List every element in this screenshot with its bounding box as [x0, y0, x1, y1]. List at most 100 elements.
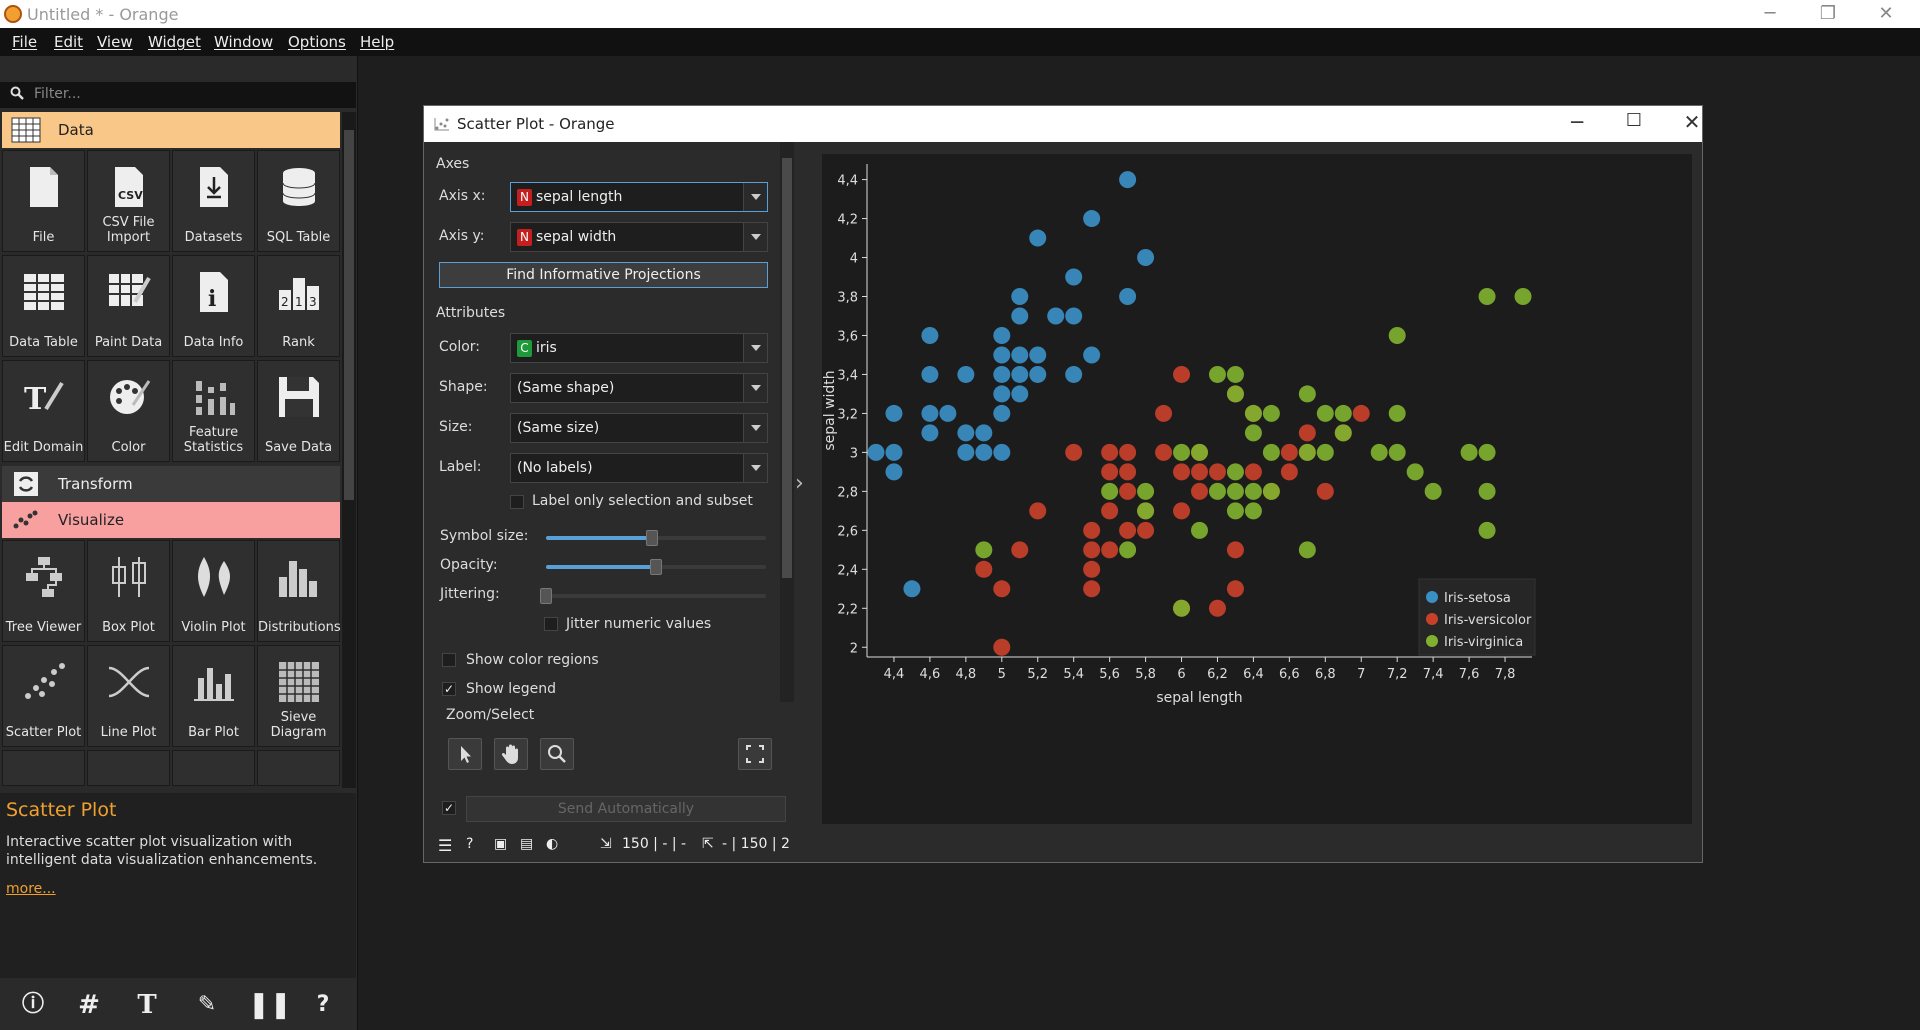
- jittering-slider[interactable]: [540, 588, 766, 604]
- find-informative-projections-button[interactable]: Find Informative Projections: [439, 262, 768, 288]
- opacity-slider[interactable]: [546, 559, 766, 575]
- help-more-link[interactable]: more...: [6, 881, 56, 897]
- pause-icon[interactable]: ❚❚: [248, 990, 292, 1020]
- send-automatically-checkbox[interactable]: ✓: [442, 801, 456, 815]
- data-point: [1011, 307, 1029, 325]
- widget-sql-table[interactable]: SQL Table: [257, 150, 340, 252]
- plot-area[interactable]: 4,4 4,6 4,8 5 5,2 5,4 5,6 5,8 6 6,2 6,4 6,6 6,8 7 7,2 7…: [822, 154, 1692, 824]
- menu-file[interactable]: File: [12, 33, 38, 51]
- close-button[interactable]: ✕: [1878, 3, 1894, 24]
- category-data[interactable]: Data: [2, 112, 340, 148]
- visual-settings-icon[interactable]: ◐: [546, 836, 559, 852]
- control-scrollbar[interactable]: [780, 142, 794, 702]
- attributes-section-label: Attributes: [436, 305, 506, 321]
- widget-partial[interactable]: [2, 750, 85, 786]
- send-automatically-button[interactable]: Send Automatically: [466, 796, 786, 822]
- slider-handle[interactable]: [650, 559, 662, 575]
- minimize-button[interactable]: ─: [1764, 3, 1776, 24]
- scatter-close-button[interactable]: ✕: [1683, 110, 1701, 134]
- pan-tool-button[interactable]: [494, 738, 528, 770]
- data-point: [1244, 482, 1262, 500]
- widget-datasets[interactable]: Datasets: [172, 150, 255, 252]
- menu-view[interactable]: View: [97, 33, 133, 51]
- menu-edit[interactable]: Edit: [54, 33, 84, 51]
- widget-feature-statistics[interactable]: Feature Statistics: [172, 360, 255, 462]
- scrollbar-thumb[interactable]: [782, 158, 792, 578]
- menu-options[interactable]: Options: [288, 33, 346, 51]
- svg-text:i: i: [208, 286, 216, 312]
- scatter-plot[interactable]: 4,4 4,6 4,8 5 5,2 5,4 5,6 5,8 6 6,2 6,4 6,6 6,8 7 7,2 7…: [822, 154, 1692, 824]
- select-tool-button[interactable]: [448, 738, 482, 770]
- menu-help[interactable]: Help: [360, 33, 395, 51]
- zoom-tool-button[interactable]: [540, 738, 574, 770]
- widget-scatter-plot[interactable]: Scatter Plot: [2, 645, 85, 747]
- bar-plot-icon: [193, 668, 234, 701]
- widget-partial[interactable]: [87, 750, 170, 786]
- shape-select[interactable]: (Same shape): [510, 373, 768, 403]
- data-point: [1119, 443, 1137, 461]
- distributions-icon: [278, 561, 317, 597]
- reset-zoom-button[interactable]: [738, 738, 772, 770]
- widget-paint-data[interactable]: Paint Data: [87, 255, 170, 357]
- help-icon[interactable]: ?: [316, 992, 330, 1017]
- data-point: [1137, 502, 1155, 520]
- filter-input[interactable]: Filter...: [0, 82, 356, 108]
- widget-edit-domain[interactable]: T Edit Domain: [2, 360, 85, 462]
- widget-data-table[interactable]: Data Table: [2, 255, 85, 357]
- arrow-annotation-icon[interactable]: ✎: [197, 992, 217, 1017]
- widget-rank[interactable]: 2 1 3 Rank: [257, 255, 340, 357]
- show-color-regions-checkbox[interactable]: [442, 653, 456, 667]
- widget-box-plot[interactable]: Box Plot: [87, 540, 170, 642]
- label-select[interactable]: (No labels): [510, 453, 768, 483]
- size-select[interactable]: (Same size): [510, 413, 768, 443]
- data-point: [1280, 443, 1298, 461]
- widget-color[interactable]: Color: [87, 360, 170, 462]
- widget-partial[interactable]: [257, 750, 340, 786]
- widget-partial[interactable]: [172, 750, 255, 786]
- scrollbar-thumb[interactable]: [344, 130, 354, 500]
- data-point: [1298, 443, 1316, 461]
- widget-violin-plot[interactable]: Violin Plot: [172, 540, 255, 642]
- slider-handle[interactable]: [645, 530, 658, 546]
- widget-csv-file-import[interactable]: CSV CSV File Import: [87, 150, 170, 252]
- x-tick-label: 7,2: [1387, 667, 1408, 682]
- x-tick-label: 5,8: [1135, 667, 1156, 682]
- scatter-maximize-button[interactable]: ☐: [1625, 110, 1643, 131]
- report-icon[interactable]: ▤: [520, 836, 534, 852]
- data-point: [1208, 482, 1226, 500]
- scatter-plot-icon: [24, 663, 65, 699]
- widget-line-plot[interactable]: Line Plot: [87, 645, 170, 747]
- slider-handle[interactable]: [540, 588, 552, 604]
- menu-window[interactable]: Window: [214, 33, 274, 51]
- widget-save-data[interactable]: Save Data: [257, 360, 340, 462]
- label-only-selection-checkbox[interactable]: [510, 495, 524, 509]
- text-annotation-icon[interactable]: T: [137, 990, 157, 1020]
- widget-tree-viewer[interactable]: Tree Viewer: [2, 540, 85, 642]
- widget-distributions[interactable]: Distributions: [257, 540, 341, 642]
- widget-file[interactable]: File: [2, 150, 85, 252]
- dock-scrollbar[interactable]: [342, 112, 356, 788]
- widget-data-info[interactable]: i Data Info: [172, 255, 255, 357]
- help-icon[interactable]: ?: [466, 836, 474, 852]
- menu-icon[interactable]: ☰: [438, 836, 453, 855]
- widget-bar-plot[interactable]: Bar Plot: [172, 645, 255, 747]
- jitter-numeric-checkbox[interactable]: [544, 617, 558, 631]
- category-visualize[interactable]: Visualize: [2, 502, 340, 538]
- show-legend-checkbox[interactable]: ✓: [442, 682, 456, 696]
- save-image-icon[interactable]: ▣: [494, 836, 508, 852]
- grid-icon[interactable]: #: [78, 990, 100, 1020]
- widget-sieve-diagram[interactable]: Sieve Diagram: [257, 645, 340, 747]
- data-point: [1065, 307, 1083, 325]
- scatter-minimize-button[interactable]: ─: [1570, 110, 1584, 134]
- data-point: [921, 365, 939, 383]
- data-point: [1173, 502, 1191, 520]
- restore-button[interactable]: ❐: [1819, 3, 1837, 24]
- category-transform[interactable]: Transform: [2, 466, 340, 502]
- symbol-size-slider[interactable]: [546, 530, 766, 546]
- collapse-panel-icon[interactable]: ›: [795, 471, 804, 496]
- menu-widget[interactable]: Widget: [148, 33, 201, 51]
- info-icon[interactable]: ⓘ: [21, 992, 44, 1017]
